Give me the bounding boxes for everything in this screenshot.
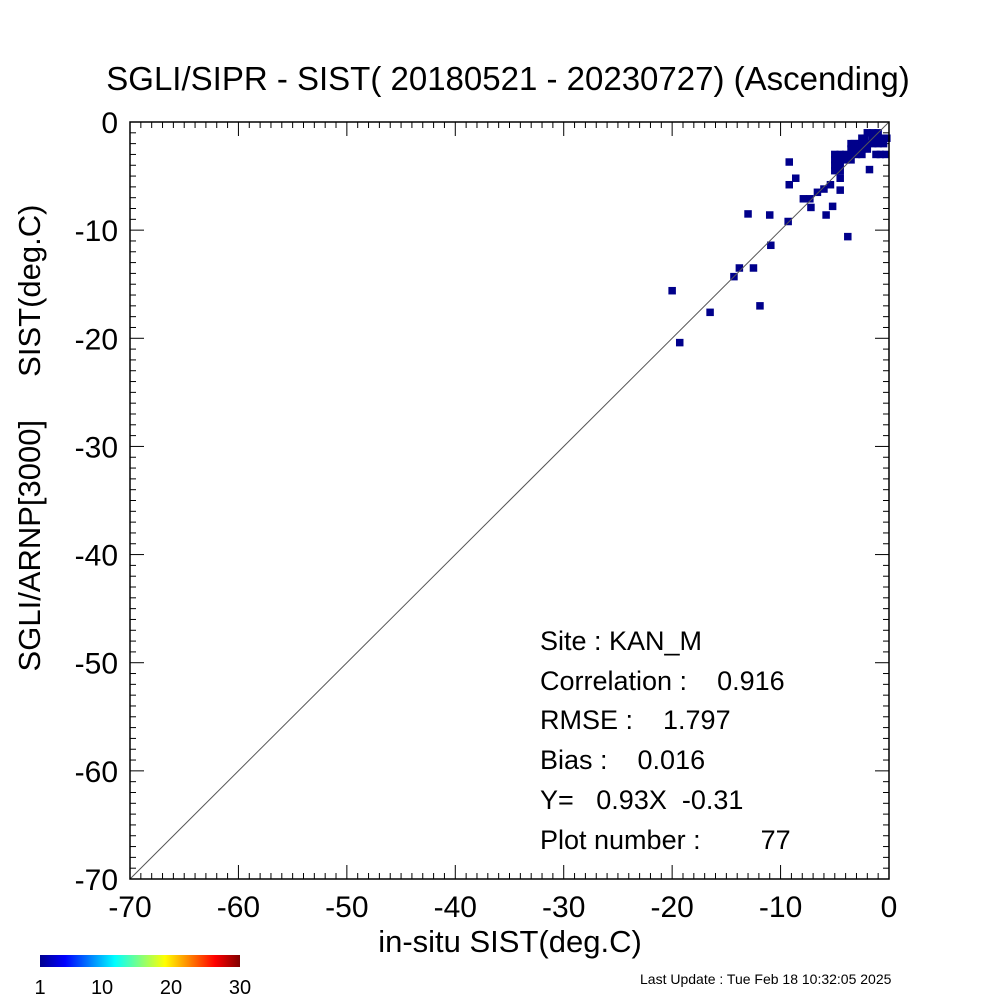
x-tick-labels: -70 -60 -50 -40 -30 -20 -10 0: [108, 891, 897, 924]
stats-box: Site : KAN_M Correlation : 0.916 RMSE : …: [540, 626, 791, 855]
data-point: [863, 145, 872, 153]
data-point: [765, 211, 774, 219]
data-point: [831, 166, 839, 175]
colorbar-tick-label: 1: [34, 977, 45, 999]
chart-title: SGLI/SIPR - SIST( 20180521 - 20230727) (…: [106, 60, 909, 97]
data-point: [863, 129, 872, 137]
x-tick-label: -30: [542, 891, 585, 924]
y-tick-label: -50: [75, 648, 118, 681]
data-point: [872, 150, 880, 159]
data-point: [828, 202, 837, 211]
x-tick-label: -60: [217, 891, 260, 924]
y-tick-label: -40: [75, 540, 118, 573]
y-tick-label: 0: [101, 107, 118, 140]
stats-rmse: RMSE : 1.797: [540, 705, 731, 735]
data-point: [784, 217, 792, 226]
data-point: [756, 302, 764, 310]
data-point: [868, 139, 877, 148]
data-point: [749, 264, 758, 272]
data-point: [836, 156, 844, 164]
data-point: [865, 165, 874, 174]
data-point: [836, 186, 844, 194]
y-tick-label: -20: [75, 323, 118, 356]
data-point: [706, 308, 714, 317]
y-tick-label: -10: [75, 215, 118, 248]
data-point: [668, 286, 676, 295]
data-point: [876, 150, 885, 159]
data-point: [847, 150, 855, 159]
stats-bias: Bias : 0.016: [540, 745, 705, 775]
plot-area: [129, 121, 891, 880]
data-point: [836, 150, 844, 159]
data-points: [668, 129, 891, 347]
data-point: [874, 139, 882, 148]
one-to-one-line: [129, 121, 890, 880]
stats-plot-number: Plot number : 77: [540, 825, 791, 855]
data-point: [799, 195, 808, 203]
data-point: [868, 129, 877, 137]
colorbar-tick-labels: 1 10 20 30: [34, 977, 251, 999]
data-point: [852, 145, 861, 153]
colorbar-tick-label: 20: [160, 977, 182, 999]
x-tick-label: -20: [650, 891, 693, 924]
data-point: [831, 150, 839, 159]
plot-frame: [129, 121, 890, 880]
data-point: [841, 156, 850, 164]
y-tick-label: -60: [75, 756, 118, 789]
colorbar-tick-label: 30: [229, 977, 251, 999]
data-point: [807, 203, 815, 212]
data-point: [785, 180, 793, 189]
data-point: [675, 338, 684, 347]
data-point: [874, 134, 882, 142]
x-tick-label: -50: [325, 891, 368, 924]
colorbar: 1 10 20 30: [34, 955, 251, 999]
data-point: [844, 232, 852, 241]
data-point: [820, 185, 828, 193]
y-tick-label: -70: [75, 864, 118, 897]
data-point: [836, 161, 844, 170]
x-tick-label: -10: [759, 891, 802, 924]
data-point: [744, 210, 752, 218]
data-point: [883, 134, 891, 142]
data-point: [767, 241, 775, 250]
stats-regression: Y= 0.93X -0.31: [540, 785, 743, 815]
data-point: [785, 158, 793, 166]
colorbar-tick-label: 10: [91, 977, 113, 999]
data-point: [861, 134, 869, 142]
stats-correlation: Correlation : 0.916: [540, 666, 785, 696]
x-tick-label: -70: [108, 891, 151, 924]
axis-ticks: [129, 121, 890, 880]
data-point: [841, 150, 850, 159]
data-point: [858, 150, 866, 159]
x-tick-label: 0: [881, 891, 898, 924]
data-point: [879, 139, 888, 148]
colorbar-gradient: [40, 955, 240, 967]
data-point: [831, 156, 839, 164]
y-axis-label: SGLI/ARNP[3000] SIST(deg.C): [12, 205, 47, 672]
x-axis-label: in-situ SIST(deg.C): [378, 924, 642, 959]
data-point: [850, 139, 859, 148]
data-point: [813, 188, 822, 197]
stats-site: Site : KAN_M: [540, 626, 702, 656]
data-point: [836, 174, 844, 182]
data-point: [735, 264, 744, 272]
data-point: [831, 161, 839, 170]
data-point: [847, 145, 855, 153]
x-tick-label: -40: [434, 891, 477, 924]
data-point: [881, 150, 890, 159]
data-point: [826, 180, 835, 189]
data-point: [792, 174, 800, 182]
y-tick-label: -30: [75, 431, 118, 464]
data-point: [806, 195, 814, 203]
last-update: Last Update : Tue Feb 18 10:32:05 2025: [640, 971, 892, 987]
data-point: [822, 211, 830, 219]
data-point: [858, 139, 866, 148]
y-tick-labels: 0 -10 -20 -30 -40 -50 -60 -70: [75, 107, 118, 897]
